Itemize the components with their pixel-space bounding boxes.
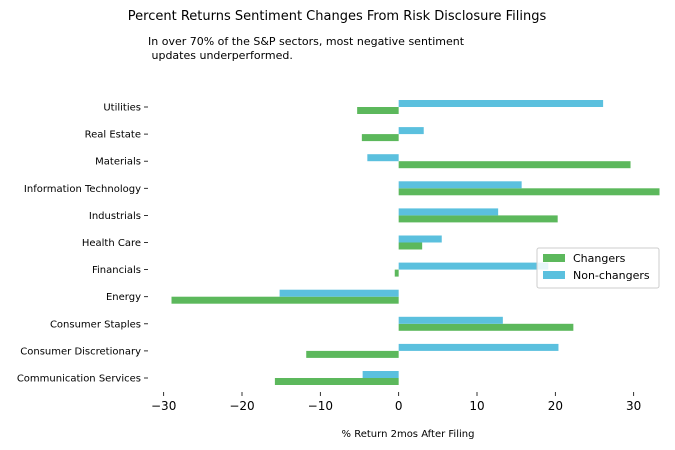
y-tick-label: Energy [106,292,141,303]
x-tick-label: −30 [151,399,176,413]
legend-swatch [543,254,565,262]
y-tick-label: Consumer Staples [50,319,141,330]
bar-changers [171,296,399,304]
legend-label: Changers [573,252,626,265]
y-tick-label: Real Estate [85,130,141,141]
x-tick-label: −20 [229,399,254,413]
bar-changers [398,215,558,223]
bar-non-changers [398,343,559,351]
bar-non-changers [398,100,604,107]
bar-changers [398,161,631,169]
bar-non-changers [398,181,522,189]
bar-non-changers [362,371,399,378]
bar-changers [398,188,660,196]
bar-changers [361,134,399,142]
y-tick-label: Financials [92,265,141,276]
legend-swatch [543,271,565,279]
y-tick-label: Industrials [89,211,141,222]
legend-box [536,247,660,289]
chart-title: Percent Returns Sentiment Changes From R… [128,9,547,24]
x-axis-label: % Return 2mos After Filing [342,429,475,440]
x-tick-label: 0 [395,399,403,413]
x-tick-label: 30 [626,399,641,413]
y-tick-label: Consumer Discretionary [20,346,141,357]
bar-changers [398,323,574,331]
plot-area [171,100,660,385]
bar-changers [306,350,399,358]
bar-non-changers [279,289,399,297]
bar-non-changers [398,127,424,135]
y-tick-label: Communication Services [17,374,141,385]
bar-non-changers [398,262,549,270]
bar-changers [394,269,399,277]
legend-label: Non-changers [573,269,650,282]
bar-non-changers [398,208,499,216]
chart-subtitle-line-2: updates underperformed. [148,49,293,62]
bar-non-changers [367,154,399,162]
legend: Changers Non-changers [536,247,660,289]
y-axis: Communication Services Consumer Discretio… [17,103,148,385]
y-tick-label: Health Care [82,238,141,249]
bar-changers [398,242,423,250]
x-tick-label: 10 [469,399,484,413]
x-axis: −30 −20 −10 0 10 20 30 [151,392,641,413]
y-tick-label: Materials [95,157,141,168]
x-tick-label: 20 [548,399,563,413]
x-tick-label: −10 [308,399,333,413]
bar-non-changers [398,316,503,324]
chart-subtitle-line-1: In over 70% of the S&P sectors, most neg… [148,35,465,48]
bar-non-changers [398,235,442,243]
bar-changers [274,378,399,385]
y-tick-label: Information Technology [24,184,141,195]
bar-changers [357,107,399,114]
y-tick-label: Utilities [103,103,141,114]
